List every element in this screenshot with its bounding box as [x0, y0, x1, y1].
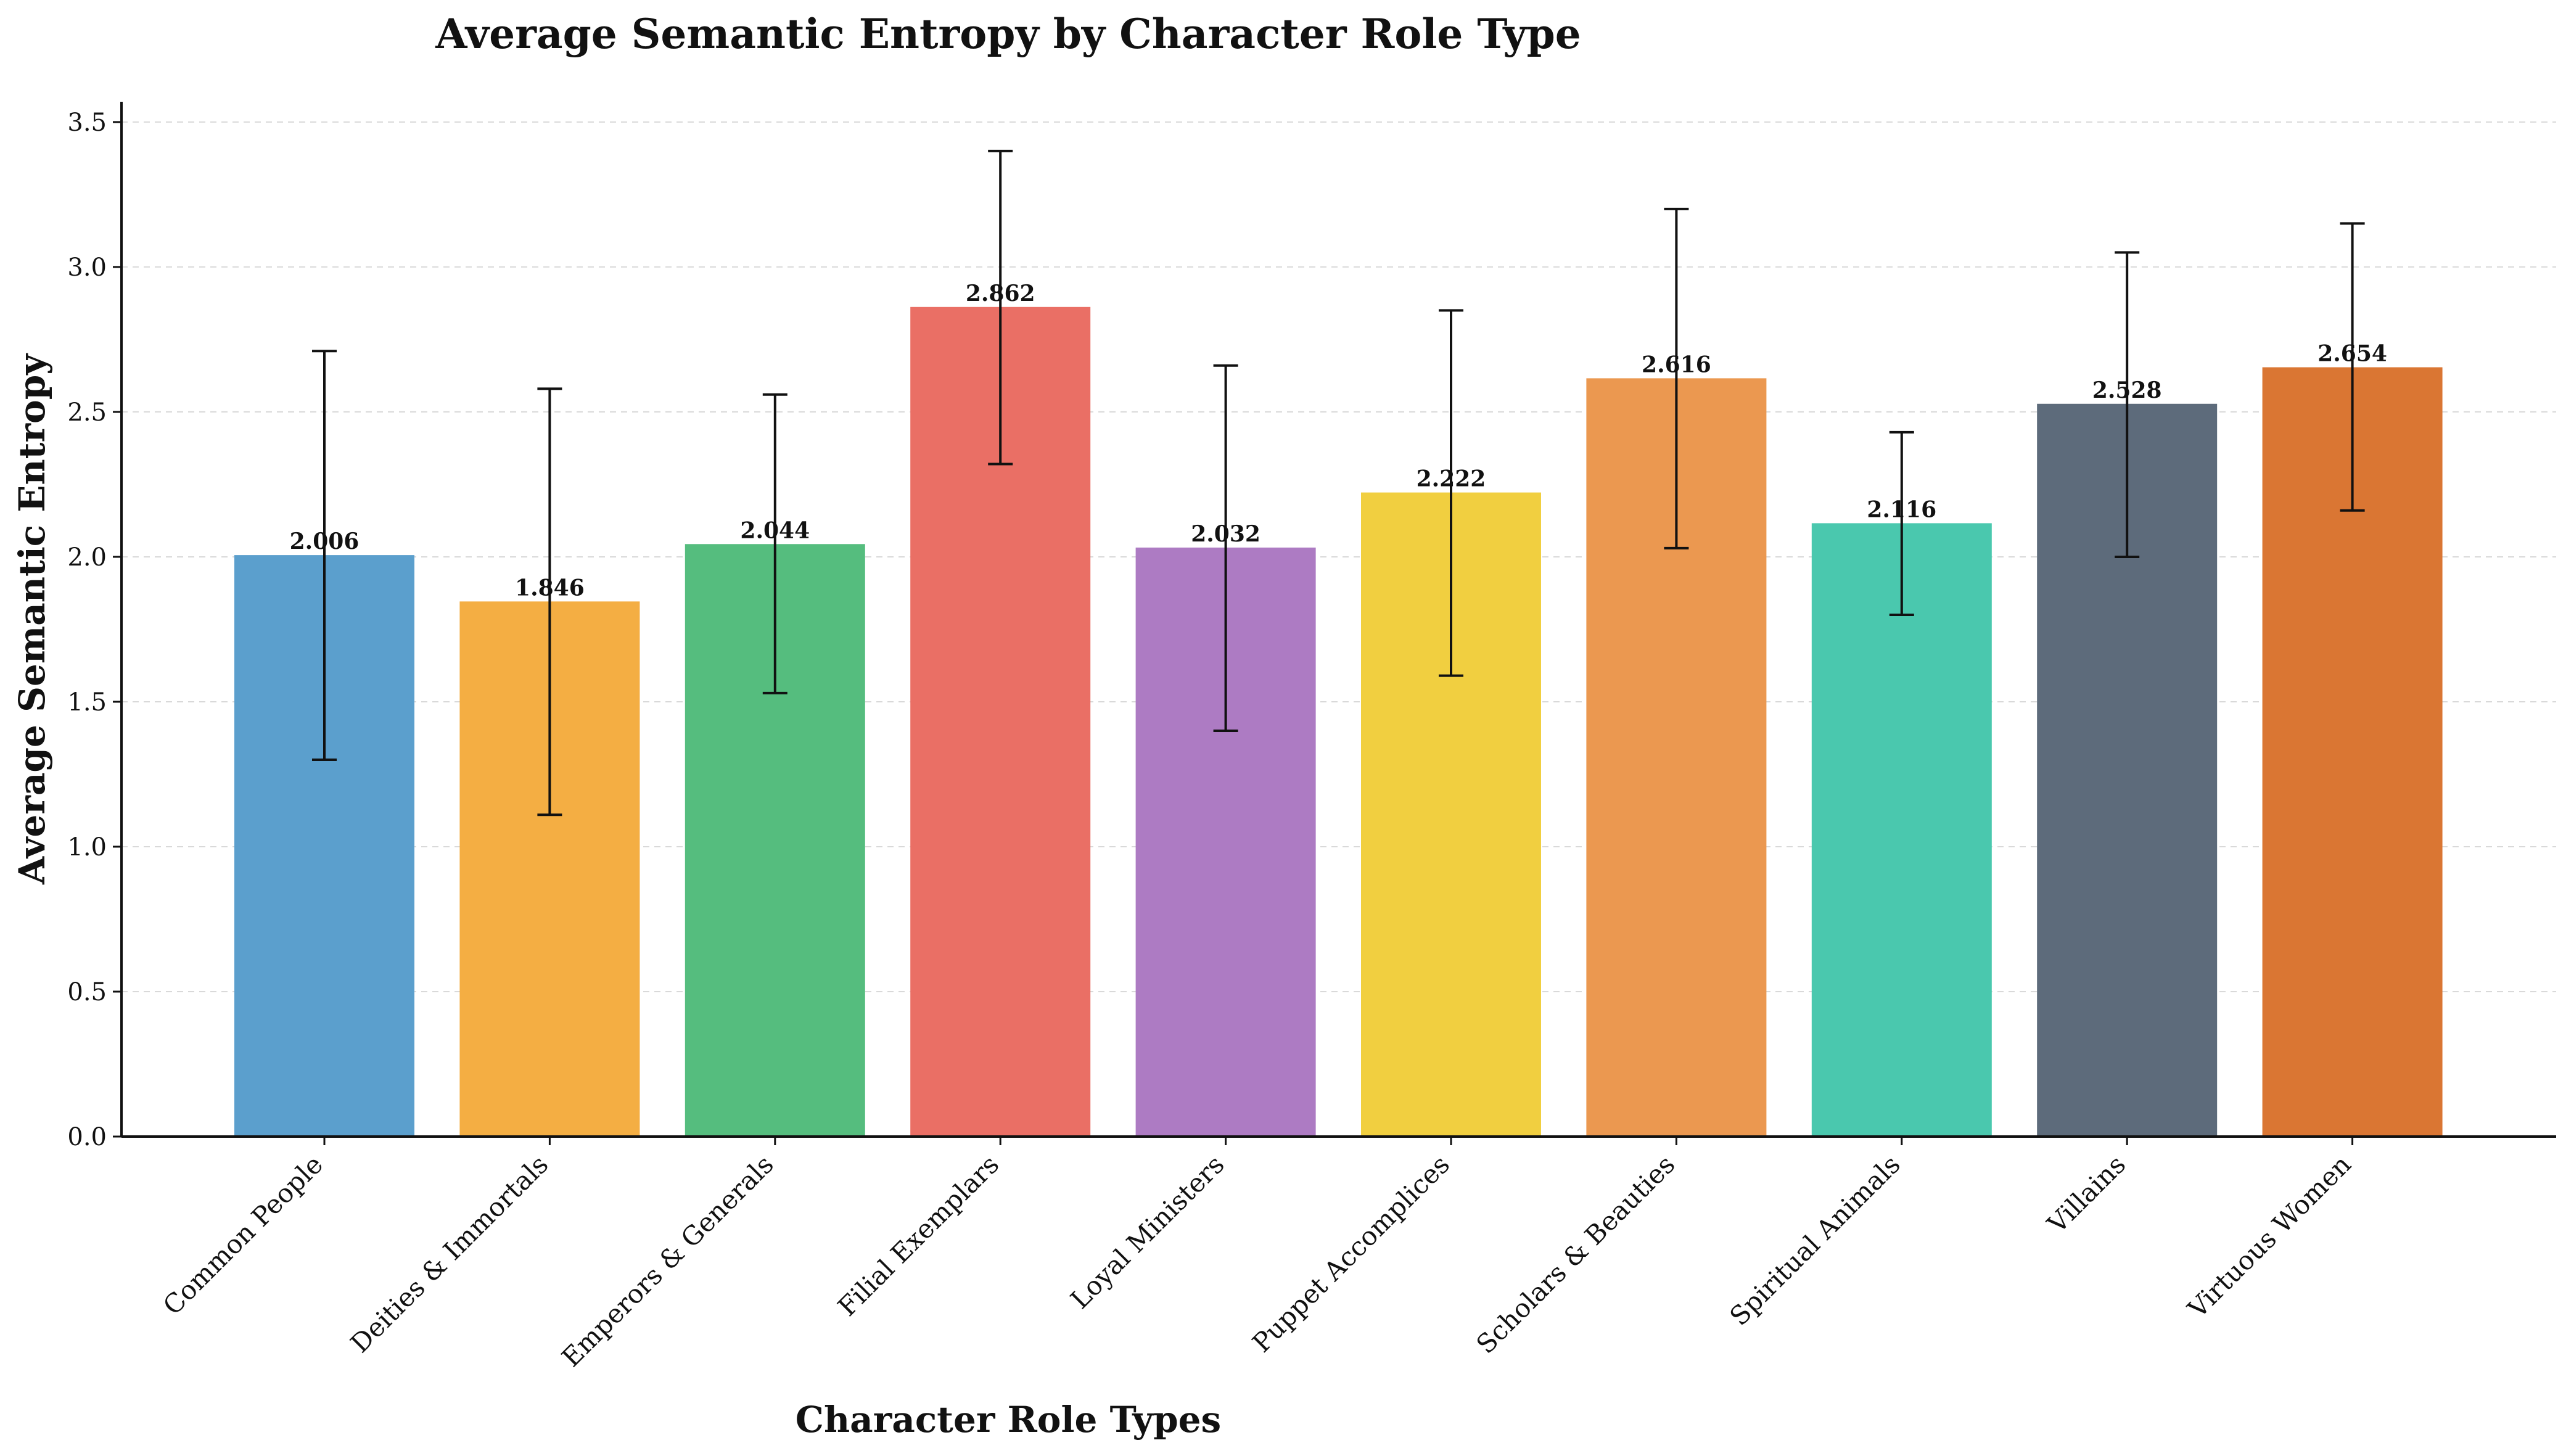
- x-tick-label: Villains: [2041, 1149, 2131, 1239]
- y-tick-label: 0.5: [67, 978, 107, 1006]
- x-tick-label: Loyal Ministers: [1064, 1149, 1230, 1314]
- value-labels: 2.006 1.846 2.044 2.862 2.032 2.222 2.616 2.116…: [290, 281, 2387, 601]
- bar: [1811, 523, 1992, 1137]
- data-label: 2.006: [290, 529, 360, 554]
- error-bars: [312, 149, 2365, 816]
- data-label: 2.654: [2317, 341, 2387, 367]
- data-label: 2.616: [1642, 352, 1711, 377]
- data-label: 2.862: [966, 281, 1035, 306]
- data-label: 2.044: [740, 517, 810, 543]
- data-label: 2.116: [1867, 496, 1936, 522]
- x-tick-label: Common People: [157, 1149, 329, 1320]
- x-tick-label: Spiritual Animals: [1724, 1149, 1906, 1331]
- data-label: 2.222: [1417, 466, 1486, 492]
- y-tick-label: 3.5: [67, 109, 107, 137]
- x-tick-label: Puppet Accomplices: [1246, 1149, 1455, 1358]
- axes: [120, 102, 2556, 1138]
- x-tick-label: Filial Exemplars: [832, 1149, 1005, 1322]
- y-tick-label: 2.5: [67, 398, 107, 427]
- y-axis-label: Average Semantic Entropy: [11, 353, 53, 885]
- y-tick-label: 2.0: [67, 543, 107, 572]
- x-tick-label: Deities & Immortals: [345, 1149, 554, 1359]
- y-tick-label: 3.0: [67, 253, 107, 282]
- x-ticks: Common People Deities & Immortals Emperors…: [157, 1137, 2357, 1373]
- y-ticks: 0.0 0.5 1.0 1.5 2.0 2.5 3.0 3.5: [67, 109, 121, 1151]
- y-tick-label: 1.0: [67, 833, 107, 862]
- x-axis-label: Character Role Types: [796, 1399, 1221, 1441]
- x-tick-label: Scholars & Beauties: [1470, 1149, 1680, 1359]
- y-tick-label: 1.5: [67, 688, 107, 717]
- x-tick-label: Emperors & Generals: [556, 1149, 779, 1373]
- chart-title: Average Semantic Entropy by Character Ro…: [435, 10, 1581, 58]
- data-label: 1.846: [515, 575, 585, 601]
- data-label: 2.528: [2092, 377, 2162, 403]
- x-tick-label: Virtuous Women: [2182, 1149, 2357, 1324]
- y-tick-label: 0.0: [67, 1123, 107, 1151]
- data-label: 2.032: [1191, 521, 1260, 547]
- bars: [234, 306, 2443, 1137]
